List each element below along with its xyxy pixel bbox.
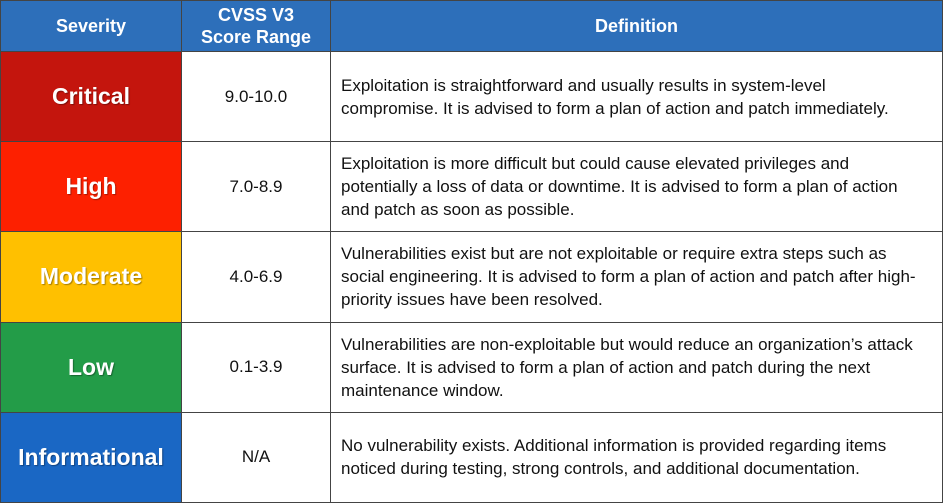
table-header: Severity CVSS V3 Score Range Definition bbox=[0, 0, 943, 52]
severity-cell: Low bbox=[0, 321, 182, 413]
header-cell: CVSS V3 Score Range bbox=[181, 0, 331, 52]
score-cell: 0.1-3.9 bbox=[181, 321, 331, 413]
severity-cell: Informational bbox=[0, 411, 182, 503]
definition-cell: Exploitation is straightforward and usua… bbox=[330, 50, 943, 143]
severity-cell: Critical bbox=[0, 50, 182, 143]
table-body: Critical 9.0-10.0 Exploitation is straig… bbox=[0, 50, 943, 503]
row: Informational N/A No vulnerability exist… bbox=[0, 411, 943, 503]
definition-cell: Vulnerabilities are non-exploitable but … bbox=[330, 321, 943, 413]
header-cell: Severity bbox=[0, 0, 182, 52]
score-cell: 7.0-8.9 bbox=[181, 141, 331, 233]
definition-cell: No vulnerability exists. Additional info… bbox=[330, 411, 943, 503]
severity-cell: High bbox=[0, 141, 182, 233]
definition-cell: Exploitation is more difficult but could… bbox=[330, 141, 943, 233]
header-cell: Definition bbox=[330, 0, 943, 52]
score-cell: 4.0-6.9 bbox=[181, 231, 331, 323]
header-row: Severity CVSS V3 Score Range Definition bbox=[0, 0, 943, 52]
row: High 7.0-8.9 Exploitation is more diffic… bbox=[0, 141, 943, 233]
header-text: CVSS V3 Score Range bbox=[200, 5, 312, 47]
row: Moderate 4.0-6.9 Vulnerabilities exist b… bbox=[0, 231, 943, 323]
score-cell: N/A bbox=[181, 411, 331, 503]
row: Low 0.1-3.9 Vulnerabilities are non-expl… bbox=[0, 321, 943, 413]
score-cell: 9.0-10.0 bbox=[181, 50, 331, 143]
severity-cell: Moderate bbox=[0, 231, 182, 323]
row: Critical 9.0-10.0 Exploitation is straig… bbox=[0, 50, 943, 143]
definition-cell: Vulnerabilities exist but are not exploi… bbox=[330, 231, 943, 323]
